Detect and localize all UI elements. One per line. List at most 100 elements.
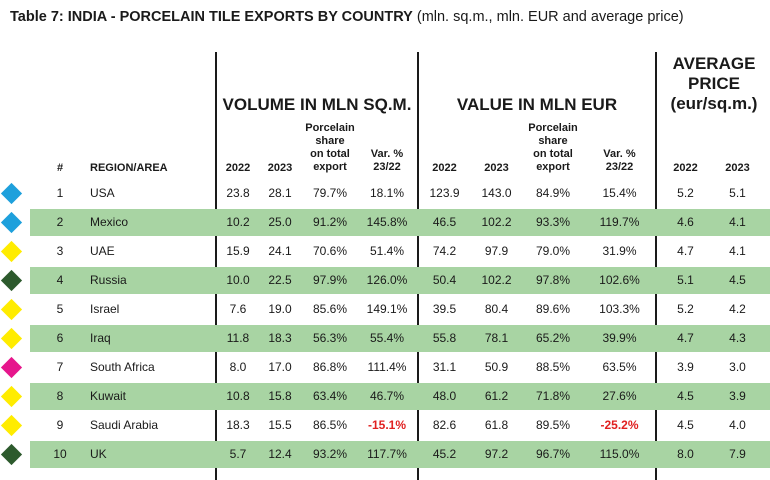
cell-p23: 4.0 [729,418,746,432]
cell-vol23: 28.1 [268,186,292,200]
cell-p22: 4.5 [677,389,694,403]
cell-valvar: -25.2% [600,418,639,432]
cell-region: South Africa [90,360,155,374]
cell-vshare: 85.6% [312,302,348,316]
cell-val23: 143.0 [481,186,512,200]
table-title-bold: Table 7: INDIA - PORCELAIN TILE EXPORTS … [10,9,413,25]
cell-val22: 46.5 [432,215,457,229]
cell-vvar: 18.1% [369,186,405,200]
share-line2: share [538,135,568,147]
share-line3: on total [310,148,350,160]
cell-vol22: 23.8 [226,186,250,200]
cell-val23: 102.2 [481,273,512,287]
cell-vol22: 10.2 [226,215,250,229]
cell-vol22: 8.0 [229,360,247,374]
region-marker-icon [0,327,23,350]
cell-rank: 9 [56,418,64,432]
col-header-price-2022: 2022 [673,162,698,174]
avg-header-line2: PRICE [688,74,740,93]
col-header-val-var: Var. % 23/22 [592,148,647,174]
cell-vol23: 17.0 [268,360,292,374]
cell-val23: 61.8 [484,418,509,432]
group-header-average-price: AVERAGE PRICE (eur/sq.m.) [658,54,770,114]
col-header-val-share: Porcelain share on total export [522,122,584,174]
region-marker-icon [0,414,23,437]
cell-valshare: 89.5% [535,418,571,432]
cell-vshare: 70.6% [312,244,348,258]
cell-val22: 48.0 [432,389,457,403]
col-header-region: REGION/AREA [90,162,168,174]
cell-p23: 4.3 [729,331,746,345]
col-header-rank: # [56,162,64,174]
separator-price [655,52,657,480]
group-header-volume: VOLUME IN MLN SQ.M. [222,95,412,114]
cell-val23: 97.9 [484,244,509,258]
share-line3: on total [533,148,573,160]
cell-valvar: 31.9% [602,244,637,258]
cell-vvar: 51.4% [369,244,405,258]
cell-region: Russia [90,273,127,287]
cell-val22: 55.8 [432,331,457,345]
region-marker-icon [0,240,23,263]
table-row: 4 Russia 10.0 22.5 97.9% 126.0% 50.4 102.2 97.8%… [30,267,770,294]
cell-p22: 5.1 [677,273,694,287]
col-header-vol-2023: 2023 [267,162,293,174]
cell-vol22: 10.0 [226,273,250,287]
cell-rank: 2 [56,215,64,229]
cell-val22: 74.2 [432,244,457,258]
table-row: 9 Saudi Arabia 18.3 15.5 86.5% -15.1% 82.6 61.8… [30,412,770,439]
cell-valshare: 88.5% [535,360,571,374]
cell-vol22: 5.7 [229,447,247,461]
cell-region: Mexico [90,215,129,229]
cell-region: Saudi Arabia [90,418,159,432]
cell-valvar: 39.9% [602,331,637,345]
cell-val22: 45.2 [432,447,457,461]
cell-vshare: 93.2% [312,447,348,461]
cell-val23: 97.2 [484,447,509,461]
cell-vol23: 15.8 [268,389,292,403]
cell-valshare: 84.9% [535,186,571,200]
cell-valvar: 102.6% [599,273,640,287]
cell-vol23: 15.5 [268,418,292,432]
cell-vvar: 117.7% [367,447,407,461]
cell-valshare: 65.2% [535,331,571,345]
cell-vshare: 86.8% [312,360,348,374]
avg-header-line1: AVERAGE [672,54,756,73]
cell-valshare: 97.8% [535,273,571,287]
cell-rank: 4 [56,273,64,287]
cell-val22: 39.5 [432,302,457,316]
cell-rank: 6 [56,331,64,345]
cell-region: Israel [90,302,120,316]
cell-p22: 4.7 [677,244,694,258]
cell-vol23: 22.5 [268,273,292,287]
cell-vol22: 10.8 [226,389,250,403]
region-marker-icon [0,356,23,379]
cell-p22: 5.2 [677,186,694,200]
share-line1: Porcelain [528,122,578,134]
col-header-val-2022: 2022 [432,162,457,174]
cell-region: Iraq [90,331,111,345]
cell-p23: 3.0 [729,360,746,374]
cell-valshare: 89.6% [535,302,571,316]
cell-valshare: 79.0% [535,244,571,258]
cell-p22: 8.0 [677,447,694,461]
cell-region: UK [90,447,107,461]
separator-volume [215,52,217,480]
share-line4: export [536,161,570,173]
cell-rank: 1 [56,186,64,200]
cell-vol23: 18.3 [268,331,292,345]
cell-p23: 4.1 [729,244,746,258]
cell-vol23: 25.0 [268,215,292,229]
col-header-price-2023: 2023 [725,162,750,174]
cell-vvar: 111.4% [367,360,407,374]
table-row: 7 South Africa 8.0 17.0 86.8% 111.4% 31.1 50.9 8… [30,354,770,381]
col-header-val-2023: 2023 [484,162,509,174]
cell-rank: 5 [56,302,64,316]
cell-p23: 4.1 [729,215,746,229]
cell-rank: 8 [56,389,64,403]
cell-valvar: 115.0% [599,447,640,461]
cell-valshare: 96.7% [535,447,571,461]
col-header-vol-2022: 2022 [225,162,251,174]
cell-vol23: 19.0 [268,302,292,316]
cell-val22: 31.1 [432,360,457,374]
